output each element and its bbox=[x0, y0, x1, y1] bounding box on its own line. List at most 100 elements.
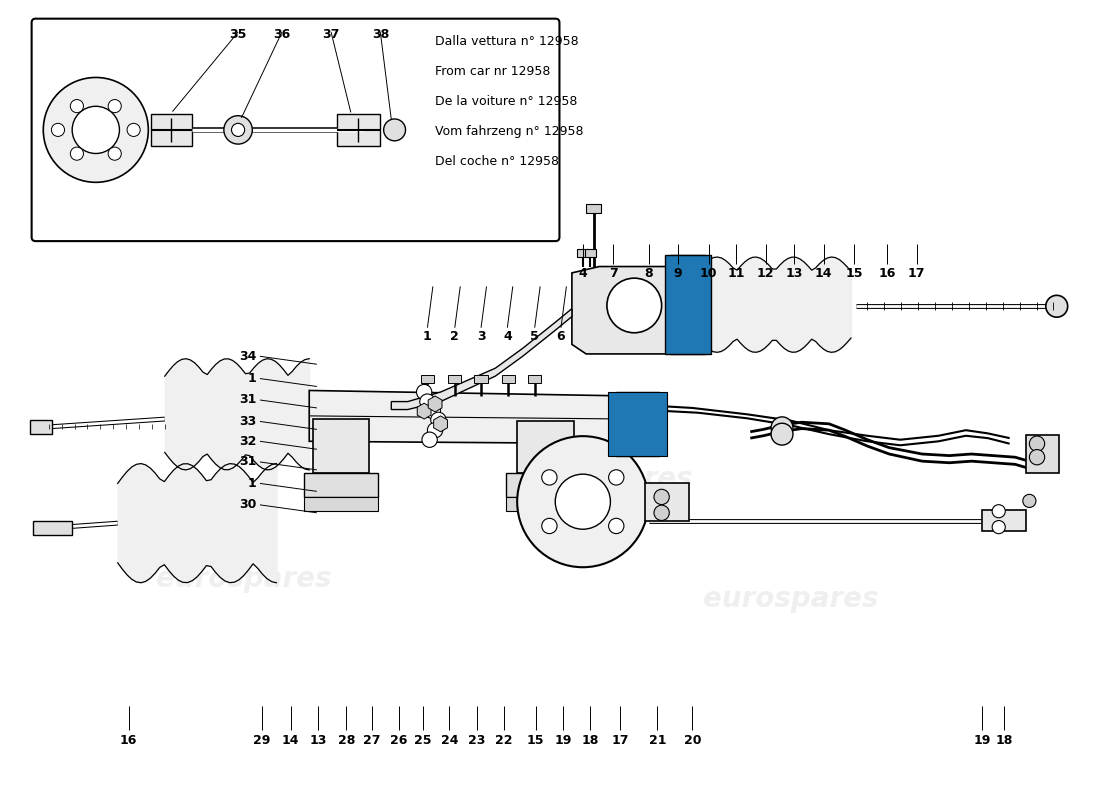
Bar bbox=[474, 374, 487, 382]
Bar bbox=[312, 419, 370, 473]
Text: 37: 37 bbox=[322, 28, 340, 41]
Text: 14: 14 bbox=[282, 734, 299, 746]
Circle shape bbox=[231, 123, 244, 137]
Bar bbox=[585, 249, 596, 257]
Text: 22: 22 bbox=[495, 734, 513, 746]
Text: 9: 9 bbox=[673, 266, 682, 279]
Circle shape bbox=[1030, 436, 1045, 451]
Text: 25: 25 bbox=[415, 734, 432, 746]
Circle shape bbox=[108, 147, 121, 160]
Circle shape bbox=[73, 106, 120, 154]
Circle shape bbox=[541, 470, 557, 485]
Text: 15: 15 bbox=[846, 266, 864, 279]
Polygon shape bbox=[392, 309, 572, 410]
Bar bbox=[151, 114, 192, 146]
Circle shape bbox=[654, 490, 669, 505]
Text: 15: 15 bbox=[527, 734, 544, 746]
Text: 1: 1 bbox=[248, 372, 256, 385]
Text: Del coche n° 12958: Del coche n° 12958 bbox=[436, 155, 559, 168]
Bar bbox=[578, 249, 588, 257]
Bar bbox=[528, 374, 541, 382]
Bar bbox=[616, 392, 659, 456]
Text: 6: 6 bbox=[557, 330, 565, 343]
Text: Vom fahrzeng n° 12958: Vom fahrzeng n° 12958 bbox=[436, 125, 584, 138]
Circle shape bbox=[1023, 494, 1036, 507]
Text: 24: 24 bbox=[441, 734, 458, 746]
Text: 7: 7 bbox=[609, 266, 618, 279]
Text: 4: 4 bbox=[503, 330, 512, 343]
Bar bbox=[421, 374, 434, 382]
Text: 13: 13 bbox=[785, 266, 803, 279]
Text: 2: 2 bbox=[450, 330, 459, 343]
Bar bbox=[506, 473, 583, 497]
Text: 35: 35 bbox=[230, 28, 246, 41]
Bar bbox=[304, 497, 378, 511]
Text: 14: 14 bbox=[815, 266, 833, 279]
Bar bbox=[502, 374, 515, 382]
Text: 26: 26 bbox=[390, 734, 408, 746]
Text: 18: 18 bbox=[996, 734, 1013, 746]
Text: 34: 34 bbox=[240, 350, 256, 363]
Circle shape bbox=[608, 470, 624, 485]
Polygon shape bbox=[309, 390, 632, 444]
Text: 38: 38 bbox=[372, 28, 389, 41]
Text: De la voiture n° 12958: De la voiture n° 12958 bbox=[436, 95, 578, 108]
Circle shape bbox=[517, 436, 649, 567]
Circle shape bbox=[422, 432, 438, 447]
Circle shape bbox=[1030, 450, 1045, 465]
Text: 19: 19 bbox=[974, 734, 991, 746]
Text: eurospares: eurospares bbox=[156, 565, 331, 593]
Text: 1: 1 bbox=[248, 477, 256, 490]
Text: 16: 16 bbox=[120, 734, 138, 746]
Bar bbox=[670, 254, 705, 354]
Text: 32: 32 bbox=[240, 435, 256, 448]
Text: 20: 20 bbox=[683, 734, 701, 746]
Circle shape bbox=[426, 403, 441, 418]
Polygon shape bbox=[572, 266, 695, 354]
Text: 23: 23 bbox=[468, 734, 485, 746]
Circle shape bbox=[654, 505, 669, 521]
Text: 17: 17 bbox=[908, 266, 925, 279]
Circle shape bbox=[128, 123, 140, 137]
Text: 33: 33 bbox=[240, 415, 256, 428]
Text: 28: 28 bbox=[338, 734, 355, 746]
Text: 31: 31 bbox=[240, 455, 256, 469]
Bar bbox=[646, 482, 689, 521]
Circle shape bbox=[428, 422, 442, 438]
Bar bbox=[30, 420, 52, 434]
Circle shape bbox=[420, 394, 436, 410]
Circle shape bbox=[607, 278, 661, 333]
Circle shape bbox=[771, 417, 793, 438]
Text: 21: 21 bbox=[649, 734, 666, 746]
Text: 8: 8 bbox=[645, 266, 652, 279]
Text: 13: 13 bbox=[309, 734, 327, 746]
Circle shape bbox=[43, 78, 148, 182]
Bar bbox=[304, 473, 378, 497]
Bar bbox=[517, 422, 574, 473]
Bar bbox=[608, 392, 667, 456]
Text: 16: 16 bbox=[879, 266, 895, 279]
Text: 19: 19 bbox=[554, 734, 572, 746]
Text: 27: 27 bbox=[363, 734, 381, 746]
Bar bbox=[33, 521, 72, 535]
Circle shape bbox=[992, 521, 1005, 534]
Text: 18: 18 bbox=[582, 734, 600, 746]
Text: 5: 5 bbox=[530, 330, 539, 343]
Text: Dalla vettura n° 12958: Dalla vettura n° 12958 bbox=[436, 34, 579, 47]
Circle shape bbox=[384, 119, 406, 141]
Circle shape bbox=[224, 116, 252, 144]
Bar bbox=[448, 374, 461, 382]
Circle shape bbox=[52, 123, 65, 137]
Text: From car nr 12958: From car nr 12958 bbox=[436, 65, 550, 78]
Bar bbox=[506, 497, 583, 511]
Bar bbox=[982, 510, 1026, 531]
Text: 12: 12 bbox=[757, 266, 774, 279]
Circle shape bbox=[771, 423, 793, 445]
Circle shape bbox=[1046, 295, 1068, 317]
Text: 11: 11 bbox=[727, 266, 745, 279]
Text: 1: 1 bbox=[424, 330, 432, 343]
Circle shape bbox=[417, 385, 432, 400]
Text: 36: 36 bbox=[273, 28, 290, 41]
Circle shape bbox=[992, 505, 1005, 518]
Bar bbox=[664, 254, 711, 354]
